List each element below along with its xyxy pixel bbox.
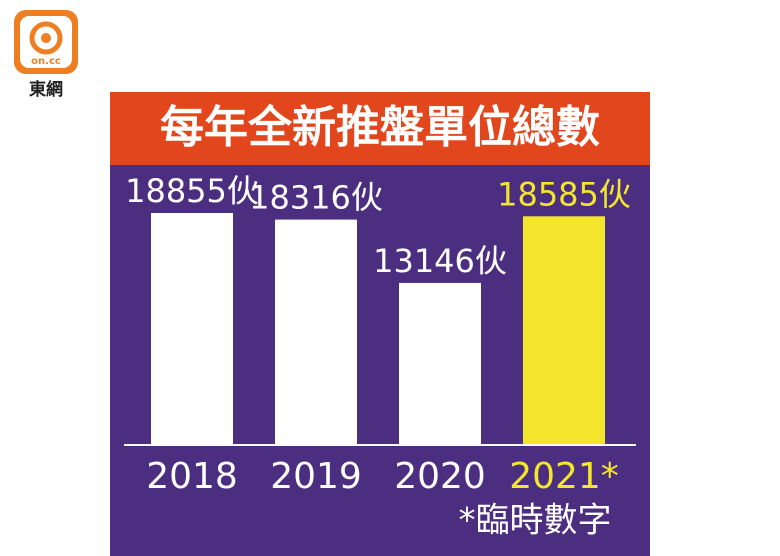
x-tick-label: 2020: [394, 456, 486, 497]
logo-brand: on.cc: [31, 56, 61, 67]
bar: [523, 216, 605, 444]
x-tick-label: 2021*: [509, 456, 619, 497]
note: *臨時數字: [459, 501, 612, 541]
logo-dot: [41, 33, 51, 43]
logo-ring: [29, 21, 63, 55]
bar: [275, 219, 357, 444]
bar: [399, 282, 481, 444]
value-label: 13146伙: [373, 242, 507, 280]
bar: [151, 213, 233, 444]
logo-name: 東網: [29, 79, 63, 100]
x-tick-label: 2018: [146, 456, 238, 497]
value-label: 18585伙: [497, 175, 631, 213]
value-label: 18855伙: [125, 172, 259, 210]
x-tick-label: 2019: [270, 456, 362, 497]
title-banner: [110, 92, 650, 165]
logo: on.cc 東網: [14, 10, 78, 100]
value-label: 18316伙: [249, 179, 383, 217]
chart-title: 每年全新推盤單位總數: [160, 102, 600, 153]
